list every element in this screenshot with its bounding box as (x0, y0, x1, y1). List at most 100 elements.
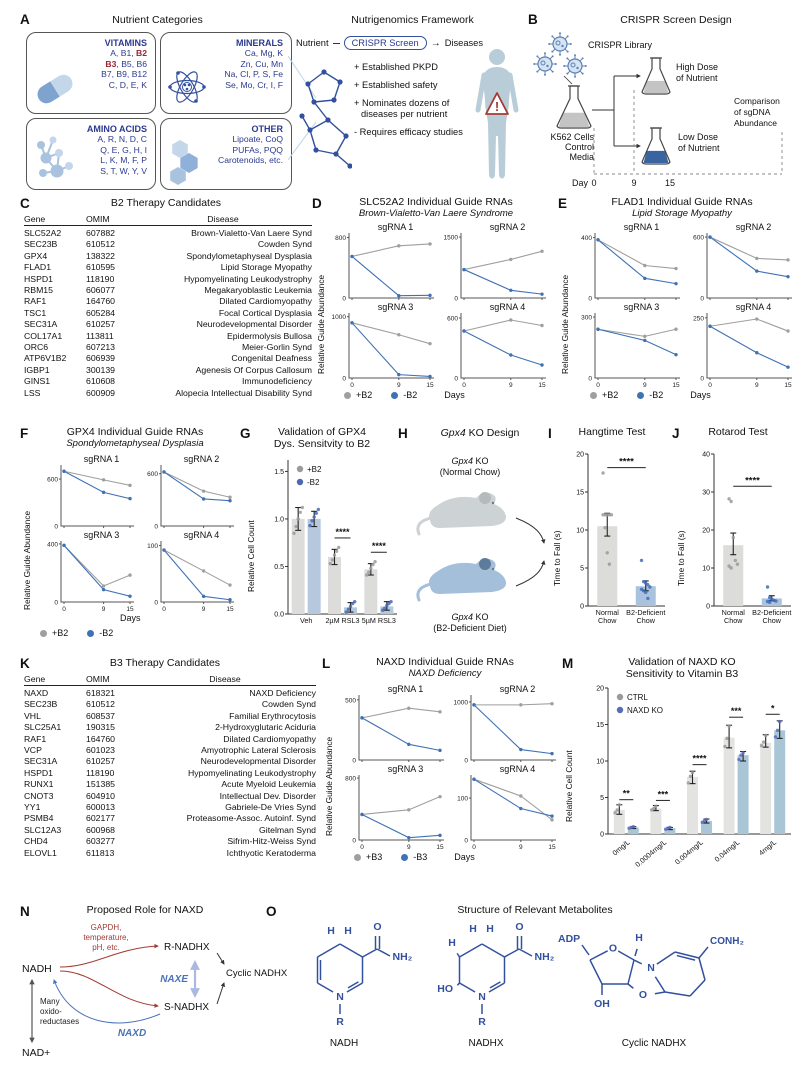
table-cell: Neurodevelopmental Disorder (200, 756, 316, 767)
panel-h-label: H (398, 426, 408, 441)
svg-text:0.0: 0.0 (274, 612, 284, 619)
molecule-icon (37, 136, 73, 178)
table-header: Gene OMIM Disease (24, 674, 316, 686)
svg-text:GAPDH,: GAPDH, (91, 923, 122, 932)
table-cell: 190315 (86, 722, 115, 733)
table-cell: 600013 (86, 802, 115, 813)
table-header: Gene OMIM Disease (24, 214, 312, 226)
minerals-line: Na, Cl, P, S, Fe (224, 69, 283, 80)
svg-text:Normal: Normal (596, 608, 620, 617)
svg-text:9: 9 (643, 382, 647, 388)
col-gene: Gene (24, 214, 46, 224)
table-cell: Ichthyotic Keratoderma (226, 847, 316, 858)
svg-text:H: H (448, 937, 456, 949)
framework-flow: Nutrient CRISPR Screen → Diseases (296, 36, 526, 50)
svg-text:sgRNA 2: sgRNA 2 (490, 222, 526, 232)
svg-text:NAXE: NAXE (160, 974, 188, 985)
svg-text:0: 0 (352, 838, 356, 845)
svg-text:of sgDNA: of sgDNA (734, 107, 771, 117)
table-cell: 300139 (86, 364, 115, 375)
svg-text:100: 100 (147, 543, 158, 550)
table-cell: PSMB4 (24, 813, 54, 824)
col-disease: Disease (209, 674, 241, 684)
svg-text:K562 Cells: K562 Cells (550, 132, 594, 142)
svg-text:0: 0 (708, 382, 712, 388)
panel-o-label: O (266, 904, 277, 919)
legend-plus: +B2 (52, 628, 69, 638)
svg-text:9: 9 (102, 606, 106, 612)
b3-candidates-table: Gene OMIM Disease NAXD 618321 NAXD Deficie… (24, 674, 316, 859)
svg-text:0: 0 (700, 296, 704, 303)
svg-text:N: N (336, 991, 344, 1003)
svg-text:H: H (469, 923, 477, 935)
svg-text:0: 0 (600, 832, 604, 839)
vitamins-line: B3, B5, B6 (105, 58, 147, 69)
table-cell: ATP6V1B2 (24, 353, 67, 364)
svg-text:0: 0 (706, 604, 710, 611)
table-cell: 610595 (86, 262, 115, 273)
panel-e-title: FLAD1 Individual Guide RNAs (611, 196, 753, 208)
svg-text:NAD+: NAD+ (22, 1047, 50, 1059)
svg-text:5µM RSL3: 5µM RSL3 (362, 616, 396, 625)
minerals-line: Zn, Cu, Mn (240, 58, 283, 69)
y-axis-label: Time to Fall (s) (552, 530, 562, 586)
table-cell: Sifrim-Hitz-Weiss Synd (227, 836, 316, 847)
table-row: PSMB4 602177 Proteasome-Assoc. Autoinf. Sy… (24, 813, 316, 824)
table-cell: 601023 (86, 745, 115, 756)
svg-text:0: 0 (700, 376, 704, 383)
svg-text:Gpx4 KO: Gpx4 KO (451, 612, 488, 622)
svg-text:4mg/L: 4mg/L (757, 838, 778, 858)
svg-text:**: ** (623, 789, 631, 799)
svg-text:0mg/L: 0mg/L (610, 838, 631, 858)
table-cell: ORC6 (24, 342, 49, 353)
panel-k-title: B3 Therapy Candidates (109, 657, 221, 669)
svg-text:CRISPR Library: CRISPR Library (588, 40, 653, 50)
table-cell: RAF1 (24, 733, 47, 744)
svg-text:O: O (373, 921, 381, 933)
svg-text:!: ! (495, 99, 499, 114)
minus-dot (87, 629, 95, 637)
table-cell: Amyotrophic Lateral Sclerosis (201, 745, 316, 756)
svg-text:1000: 1000 (332, 314, 346, 321)
hangtime-bar-chart: 0 5 10 15 20 Normal Chow B2-Deficient Chow **** (566, 446, 670, 637)
atom-icon (168, 71, 206, 103)
table-row: GPX4 138322 Spondylometaphyseal Dysplasia (24, 251, 312, 262)
svg-text:O: O (609, 943, 617, 955)
table-cell: SLC12A3 (24, 824, 62, 835)
table-cell: Neurodevelopmental Disorder (196, 319, 312, 330)
panel-n-title: Proposed Role for NAXD (86, 904, 204, 916)
table-row: RAF1 164760 Dilated Cardiomyopathy (24, 296, 312, 307)
table-row: SLC12A3 600968 Gitelman Synd (24, 825, 316, 836)
vitamins-heading: VITAMINS (104, 38, 147, 48)
table-cell: Cowden Synd (257, 239, 312, 250)
table-cell: TSC1 (24, 307, 47, 318)
svg-text:15: 15 (672, 382, 680, 388)
bullet-safety: + Established safety (354, 80, 438, 90)
table-cell: ELOVL1 (24, 847, 57, 858)
other-box: OTHER Lipoate, CoQ PUFAs, PQQ Carotenoid… (160, 118, 292, 190)
svg-text:20: 20 (576, 452, 584, 459)
minerals-heading: MINERALS (236, 38, 283, 48)
svg-text:Comparison: Comparison (734, 96, 780, 106)
legend-minus: -B2 (403, 390, 418, 400)
panel-i-title: Hangtime Test (578, 426, 646, 438)
table-row: RBM15 606077 Megakaryoblastic Leukemia (24, 285, 312, 296)
table-cell: 610257 (86, 756, 115, 767)
table-cell: NAXD (24, 688, 49, 698)
table-body: NAXD 618321 NAXD Deficiency SEC23B 610512 Cow… (24, 688, 316, 859)
svg-text:0: 0 (462, 382, 466, 388)
svg-text:sgRNA 1: sgRNA 1 (84, 454, 120, 464)
svg-text:10: 10 (576, 528, 584, 535)
table-cell: Alopecia Intellectual Disability Synd (175, 387, 312, 398)
table-cell: Proteasome-Assoc. Autoinf. Synd (186, 813, 316, 824)
table-cell: RBM15 (24, 285, 53, 296)
y-axis-label: Relative Guide Abundance (560, 274, 570, 374)
panel-l-subtitle: NAXD Deficiency (408, 668, 482, 679)
svg-text:40: 40 (702, 452, 710, 459)
svg-text:pH, etc.: pH, etc. (92, 943, 120, 952)
svg-text:R-NADHX: R-NADHX (164, 942, 210, 953)
panel-l-label: L (322, 656, 331, 671)
svg-text:0.0004mg/L: 0.0004mg/L (633, 838, 668, 869)
svg-text:0: 0 (454, 376, 458, 383)
table-cell: 603277 (86, 836, 115, 847)
